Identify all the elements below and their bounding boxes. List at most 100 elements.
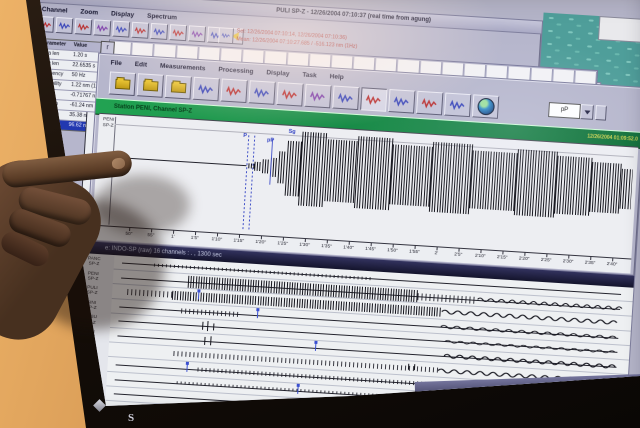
waveform-icon [191, 29, 204, 39]
pp-pick-label[interactable]: pP [266, 137, 275, 144]
pick-flag[interactable] [256, 308, 260, 312]
phase-combo-dropdown[interactable] [579, 104, 594, 120]
phase-combo-value[interactable]: pP [548, 102, 581, 120]
waveform-icon [310, 90, 327, 103]
waveform-tool-button[interactable] [188, 25, 207, 43]
waveform-segment [589, 161, 623, 214]
time-axis-tick: 1'5" [183, 231, 206, 246]
trace-station-label: PENI SP-Z [102, 117, 115, 129]
menu-item[interactable]: Display [266, 69, 290, 78]
waveform-tool-button[interactable] [112, 20, 131, 38]
trace-baseline [114, 156, 247, 167]
globe-button[interactable] [471, 94, 500, 119]
open-folder-button[interactable] [108, 71, 137, 97]
waveform-segment [197, 367, 438, 387]
menu-item[interactable]: Help [329, 73, 344, 82]
waveform-tool-button[interactable] [150, 22, 169, 40]
pick-flag[interactable] [197, 289, 201, 293]
time-axis-tick: 2'25" [535, 254, 558, 269]
time-axis-tick: 2'35" [578, 256, 601, 271]
waveform-tool-button[interactable] [74, 18, 93, 36]
waveform-icon [115, 24, 128, 34]
menu-item[interactable]: Edit [134, 60, 148, 69]
waveform-tool-button-active[interactable] [360, 87, 388, 112]
time-axis-tick: 2'40" [600, 258, 623, 273]
monitor-brand-letter: S [128, 412, 135, 424]
time-axis-tick: 2'10" [469, 249, 492, 264]
time-axis-tick: 1'30" [293, 238, 316, 253]
time-axis-tick: 1' [161, 230, 184, 245]
menu-item[interactable]: Zoom [80, 8, 99, 17]
pick-flag[interactable] [296, 383, 300, 387]
waveform-icon [198, 83, 215, 96]
waveform-icon [96, 23, 109, 33]
menu-item[interactable]: File [110, 59, 122, 68]
waveform-icon [338, 91, 355, 104]
waveform-tool-button[interactable] [443, 92, 472, 118]
time-axis-tick: 2'5" [447, 248, 470, 263]
waveform-tool-button[interactable] [332, 85, 360, 111]
waveform-icon [365, 93, 382, 106]
waveform-icon [282, 88, 299, 101]
time-axis-tick: 2'20" [513, 252, 536, 267]
waveform-tool-button[interactable] [388, 89, 416, 114]
waveform-icon [226, 84, 243, 97]
waveform-segment [181, 308, 242, 318]
spike [212, 323, 215, 331]
waveform-tool-button[interactable] [276, 81, 304, 107]
save-icon [142, 80, 159, 91]
menu-item[interactable]: Spectrum [146, 12, 178, 22]
time-axis-tick: 1'45" [359, 242, 382, 257]
waveform-icon [77, 22, 90, 32]
waveform-tool-button[interactable] [55, 16, 74, 34]
time-axis-tick: 1'55" [403, 245, 426, 260]
p-pick-line-2[interactable] [248, 135, 256, 232]
waveform-tool-button[interactable] [248, 80, 276, 105]
globe-icon [476, 97, 495, 116]
menu-item[interactable]: Display [110, 10, 135, 19]
export-button[interactable] [164, 74, 192, 100]
phase-combo-spin[interactable] [594, 105, 607, 121]
waveform-tool-button[interactable] [304, 83, 332, 109]
time-axis-tick: 1'50" [381, 244, 404, 259]
export-icon [170, 81, 186, 93]
waveform-segment [428, 141, 474, 215]
phase-combo: pP [548, 102, 607, 121]
time-axis-tick: 1'10" [205, 233, 228, 248]
waveform-tool-button[interactable] [220, 78, 248, 104]
sg-pick-label[interactable]: Sg [288, 128, 296, 136]
time-axis-tick: 1'20" [249, 236, 272, 251]
waveform-segment [324, 139, 359, 204]
waveform-icon [134, 25, 147, 35]
menu-item[interactable]: Measurements [159, 62, 206, 73]
waveform-segment [619, 168, 633, 210]
time-axis-tick: 1'35" [315, 240, 338, 255]
pick-flag[interactable] [314, 340, 318, 344]
time-axis-tick: 1'25" [271, 237, 294, 252]
time-axis-tick: 2' [425, 247, 448, 262]
waveform-segment [554, 155, 593, 216]
waveform-icon [393, 95, 410, 108]
time-axis-tick: 1'40" [337, 241, 360, 256]
selection-info-button[interactable] [218, 27, 235, 45]
waveform-segment [513, 149, 558, 218]
menu-item[interactable]: Processing [218, 66, 254, 76]
p-pick-label[interactable]: P [243, 132, 248, 140]
waveform-tool-button[interactable] [93, 19, 112, 37]
waveform-tool-button[interactable] [131, 21, 150, 39]
menu-item[interactable]: Channel [41, 6, 68, 15]
waveform-icon [58, 21, 71, 31]
open-folder-icon [114, 78, 131, 90]
waveform-tool-button[interactable] [169, 24, 188, 42]
time-axis-tick: 1'15" [227, 234, 250, 249]
waveform-icon [421, 97, 438, 110]
waveform-tool-button[interactable] [416, 90, 444, 116]
pick-flag[interactable] [185, 361, 189, 365]
waveform-segment [469, 150, 518, 212]
waveform-tool-button[interactable] [192, 76, 220, 102]
waveform-segment [417, 293, 478, 304]
menu-item[interactable]: Task [302, 71, 317, 80]
save-button[interactable] [136, 73, 164, 98]
chevron-down-icon [583, 109, 591, 115]
